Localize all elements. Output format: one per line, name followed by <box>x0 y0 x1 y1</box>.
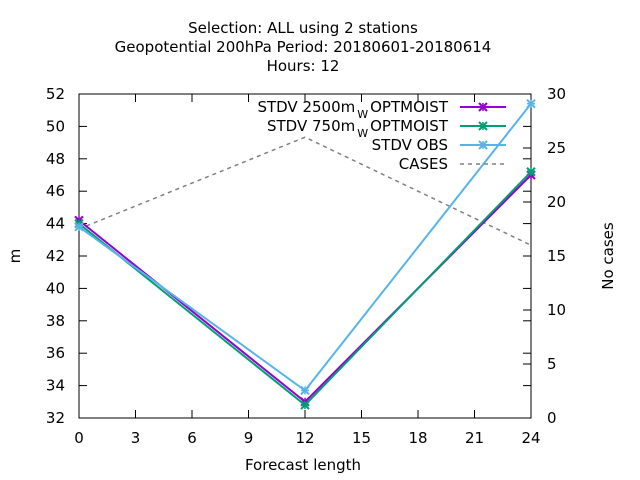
data-point <box>478 121 488 131</box>
x-tick-label: 12 <box>295 429 314 447</box>
y-tick-label: 40 <box>46 279 65 297</box>
y-axis-label: m <box>6 249 24 264</box>
y-tick-label: 38 <box>46 312 65 330</box>
title-line: Selection: ALL using 2 stations <box>188 19 418 37</box>
x-tick-label: 15 <box>352 429 371 447</box>
y-tick-label: 42 <box>46 247 65 265</box>
series-line-stdv-2500m <box>78 174 532 404</box>
y-tick-label: 52 <box>46 85 65 103</box>
data-point <box>300 385 310 396</box>
y-tick-label: 34 <box>46 377 65 395</box>
x-tick-label: 3 <box>131 429 141 447</box>
chart-title: Selection: ALL using 2 stationsGeopotent… <box>115 19 492 75</box>
series-line-cases <box>78 136 532 246</box>
y-tick-label: 46 <box>46 182 65 200</box>
y-axis-ticks: 32 34 36 38 40 42 44 46 48 50 52 <box>46 85 531 427</box>
series-lines <box>74 99 536 410</box>
y2-tick-label: 25 <box>547 139 566 157</box>
legend-label: STDV 750m W OPTMOIST <box>267 117 449 140</box>
title-line: Geopotential 200hPa Period: 20180601-201… <box>115 38 492 56</box>
data-point <box>526 99 536 109</box>
y2-tick-label: 20 <box>547 193 566 211</box>
y2-axis-ticks: 0 5 10 15 20 25 30 <box>523 85 566 427</box>
legend-label: STDV 2500m W OPTMOIST <box>257 98 448 121</box>
plot-area <box>78 93 532 419</box>
y-tick-label: 50 <box>46 117 65 135</box>
legend-label: CASES <box>399 155 448 173</box>
x-axis-ticks: 0 3 6 9 12 15 18 21 24 <box>74 94 541 447</box>
y2-tick-label: 30 <box>547 85 566 103</box>
y-tick-label: 32 <box>46 409 65 427</box>
x-tick-label: 0 <box>74 429 84 447</box>
x-tick-label: 18 <box>408 429 427 447</box>
data-point <box>300 400 310 410</box>
data-point <box>74 222 84 232</box>
series-line-stdv-obs <box>78 103 532 392</box>
x-tick-label: 6 <box>187 429 197 447</box>
x-tick-label: 24 <box>521 429 540 447</box>
data-point <box>478 140 488 150</box>
y2-axis-label: No cases <box>599 222 617 290</box>
data-point <box>478 102 488 112</box>
y2-tick-label: 15 <box>547 247 566 265</box>
y-tick-label: 36 <box>46 344 65 362</box>
y2-tick-label: 10 <box>547 301 566 319</box>
x-tick-label: 9 <box>244 429 254 447</box>
title-line: Hours: 12 <box>267 57 340 75</box>
plot-frame <box>78 93 532 419</box>
y-tick-label: 44 <box>46 215 65 233</box>
x-tick-label: 21 <box>465 429 484 447</box>
legend-label: STDV OBS <box>372 136 448 154</box>
series-line-stdv-750m <box>78 171 532 407</box>
y2-tick-label: 5 <box>547 355 557 373</box>
x-axis-label: Forecast length <box>245 456 361 474</box>
data-point <box>526 167 536 177</box>
y-tick-label: 48 <box>46 150 65 168</box>
y2-tick-label: 0 <box>547 409 557 427</box>
